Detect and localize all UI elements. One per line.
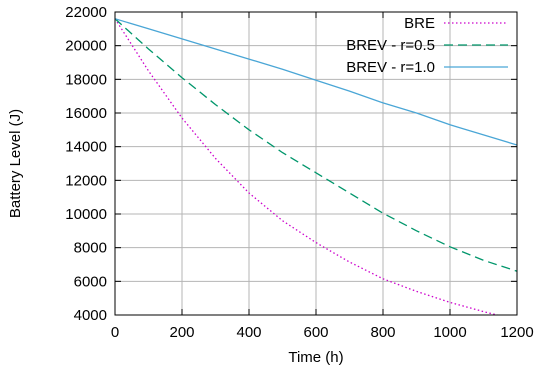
legend: BRE BREV - r=0.5 BREV - r=1.0 — [346, 15, 508, 76]
legend-label-2: BREV - r=0.5 — [346, 37, 435, 54]
y-tick-label: 4000 — [74, 307, 107, 324]
x-tick-label: 400 — [236, 324, 261, 341]
x-tick-label: 1000 — [433, 324, 466, 341]
ticks — [114, 11, 518, 316]
x-tick-label: 600 — [303, 324, 328, 341]
series-line-3 — [115, 18, 517, 146]
legend-label-3: BREV - r=1.0 — [346, 59, 435, 76]
y-tick-label: 8000 — [74, 240, 107, 257]
legend-label-1: BRE — [404, 15, 435, 32]
tick-labels: 0 200 400 600 800 1000 1200 4000 6000 8000 10000 12… — [65, 4, 533, 341]
y-axis-label: Battery Level (J) — [7, 109, 24, 218]
grid — [115, 12, 517, 315]
x-tick-label: 200 — [169, 324, 194, 341]
series-line-2 — [115, 18, 517, 272]
y-tick-label: 16000 — [65, 105, 107, 122]
y-tick-label: 12000 — [65, 172, 107, 189]
y-tick-label: 10000 — [65, 206, 107, 223]
y-tick-label: 18000 — [65, 71, 107, 88]
y-tick-label: 6000 — [74, 273, 107, 290]
y-tick-label: 20000 — [65, 38, 107, 55]
series-layer — [115, 18, 517, 315]
x-tick-label: 800 — [370, 324, 395, 341]
x-tick-label: 0 — [111, 324, 119, 341]
x-tick-label: 1200 — [500, 324, 533, 341]
y-tick-label: 22000 — [65, 4, 107, 21]
x-axis-label: Time (h) — [288, 349, 343, 366]
y-tick-label: 14000 — [65, 139, 107, 156]
